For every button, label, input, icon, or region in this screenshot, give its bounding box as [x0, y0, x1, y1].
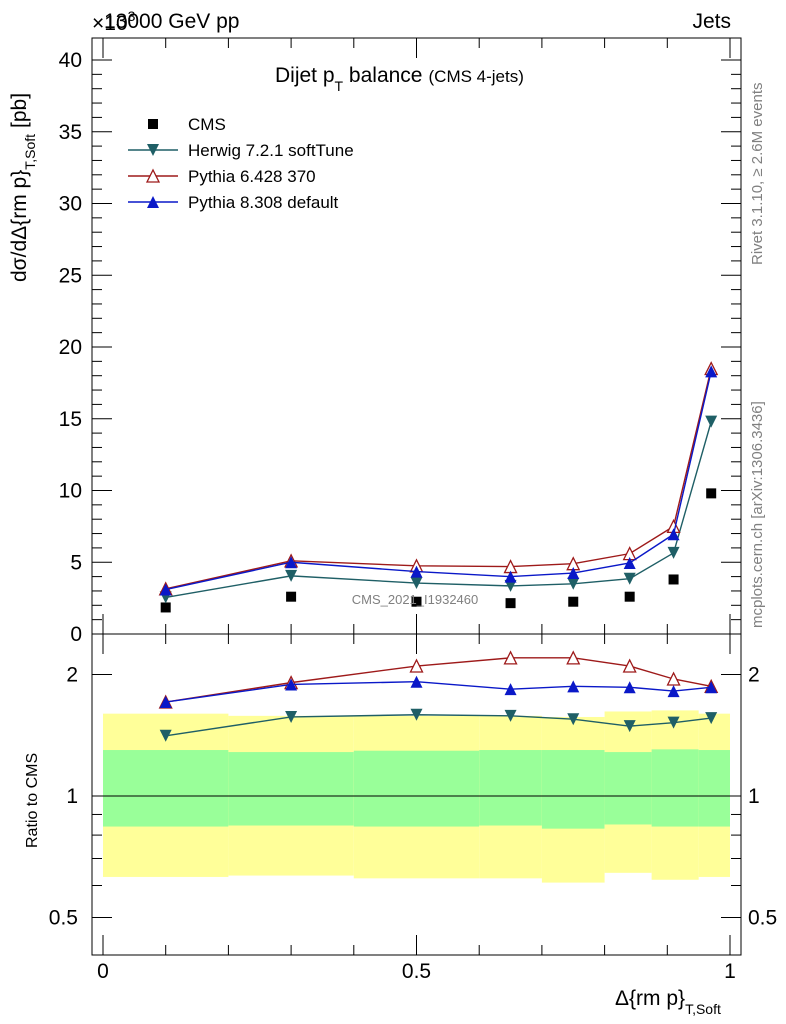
data-point-0	[568, 596, 579, 607]
ratio-line-0	[165, 714, 712, 737]
ratio-point-2	[285, 678, 298, 691]
ratio-point-0	[623, 720, 636, 733]
ratio-point-2	[504, 683, 517, 696]
data-point-3	[667, 528, 680, 541]
data-point-1	[285, 569, 298, 582]
ratio-point-0	[667, 716, 680, 729]
data-point-1	[623, 572, 636, 585]
data-point-0	[668, 574, 679, 585]
data-point-1	[410, 577, 423, 590]
ratio-y-tick-label: 2	[748, 664, 760, 687]
x-axis-label: Δ{rm p}T,Soft	[615, 987, 721, 1017]
ratio-y-tick-label: 0.5	[748, 906, 777, 929]
x-tick-label: 0	[97, 960, 109, 983]
ratio-y-tick-label: 2	[66, 664, 78, 687]
series-line-3	[165, 371, 712, 591]
ratio-point-2	[410, 675, 423, 688]
ratio-point-0	[159, 729, 172, 742]
legend-entry-label: Pythia 6.428 370	[188, 167, 316, 186]
data-point-0	[160, 602, 171, 613]
data-point-1	[705, 415, 718, 428]
process-label: 13000 GeV pp	[104, 10, 239, 33]
ratio-point-1	[666, 671, 681, 686]
ratio-point-1	[409, 658, 424, 673]
y-axis-label: dσ/dΔ{rm p}T,Soft[pb]	[8, 93, 38, 282]
y-tick-label: 40	[59, 49, 82, 72]
ratio-point-0	[705, 712, 718, 725]
uncertainty-band-inner	[541, 750, 605, 829]
y-tick-label: 15	[59, 408, 82, 431]
legend-marker	[147, 144, 159, 156]
data-point-1	[504, 579, 517, 592]
y-tick-label: 5	[70, 551, 82, 574]
ratio-point-2	[667, 685, 680, 698]
main-plot-panel: 0 5 10 15 20 25 30 35 40	[59, 37, 742, 646]
y-tick-label: 0	[70, 623, 82, 646]
y-tick-label: 20	[59, 336, 82, 359]
data-point-3	[504, 570, 517, 583]
uncertainty-band-inner	[698, 750, 730, 827]
uncertainty-band-inner	[228, 752, 354, 826]
legend-marker	[147, 196, 159, 208]
ratio-point-0	[285, 710, 298, 723]
data-point-0	[286, 591, 297, 602]
legend-marker	[148, 119, 158, 129]
legend-entry-label: Pythia 8.308 default	[188, 193, 339, 212]
y-tick-label: 35	[59, 121, 82, 144]
uncertainty-band-inner	[479, 750, 542, 826]
data-point-3	[705, 365, 718, 378]
ratio-point-1	[566, 650, 581, 665]
data-point-0	[505, 598, 516, 609]
ratio-plot-panel: 0 0.5 1 0.5 0.5 1 1 2 2	[49, 633, 777, 983]
ratio-point-0	[410, 708, 423, 721]
uncertainty-band-inner	[103, 750, 229, 827]
data-point-3	[410, 565, 423, 578]
uncertainty-band-inner	[353, 750, 480, 827]
series-line-2	[165, 368, 712, 590]
ratio-point-1	[503, 650, 518, 665]
ratio-point-1	[622, 658, 637, 673]
data-point-3	[623, 556, 636, 569]
ratio-line-2	[165, 681, 712, 703]
plot-title: Dijet pT balance (CMS 4-jets)	[275, 64, 524, 94]
ratio-point-2	[567, 680, 580, 693]
ratio-point-2	[705, 681, 718, 694]
legend: CMS Herwig 7.2.1 softTune Pythia 6.428 370…	[128, 115, 354, 212]
uncertainty-band-inner	[651, 749, 699, 827]
data-point-0	[411, 596, 422, 607]
y-tick-label: 25	[59, 264, 82, 287]
rivet-version-label: Rivet 3.1.10, ≥ 2.6M events	[749, 83, 766, 266]
data-point-0	[624, 591, 635, 602]
analysis-watermark: CMS_2021_I1932460	[352, 592, 479, 607]
series-line-1	[165, 421, 712, 599]
ratio-y-tick-label: 0.5	[49, 906, 78, 929]
x-tick-label: 1	[724, 960, 736, 983]
y-tick-label: 30	[59, 193, 82, 216]
data-point-3	[159, 583, 172, 596]
data-point-3	[567, 567, 580, 580]
data-point-0	[706, 488, 717, 499]
data-point-1	[667, 546, 680, 559]
exponent-label: ×103	[92, 8, 136, 35]
category-label: Jets	[692, 10, 731, 33]
data-point-3	[285, 556, 298, 569]
ratio-point-2	[623, 681, 636, 694]
uncertainty-band-inner	[604, 752, 652, 825]
ratio-point-0	[567, 713, 580, 726]
legend-entry-label: CMS	[188, 115, 226, 134]
y-tick-label: 10	[59, 480, 82, 503]
ratio-line-1	[165, 657, 712, 703]
legend-marker	[145, 168, 161, 183]
ratio-y-tick-label: 1	[748, 785, 760, 808]
ratio-point-0	[504, 709, 517, 722]
x-tick-label: 0.5	[402, 960, 431, 983]
data-point-1	[567, 577, 580, 590]
legend-entry-label: Herwig 7.2.1 softTune	[188, 141, 354, 160]
ratio-point-2	[159, 696, 172, 709]
ratio-y-tick-label: 1	[66, 785, 78, 808]
ratio-y-axis-label: Ratio to CMS	[24, 753, 41, 848]
mcplots-reference-label: mcplots.cern.ch [arXiv:1306.3436]	[749, 401, 766, 628]
